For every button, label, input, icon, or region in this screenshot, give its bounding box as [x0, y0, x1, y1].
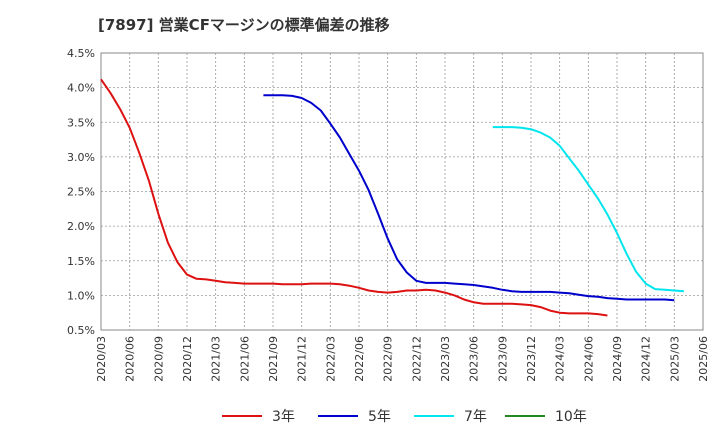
legend-swatch [414, 415, 454, 417]
x-tick-label: 2024/03 [554, 336, 567, 382]
x-tick-label: 2025/06 [697, 336, 710, 382]
x-tick-label: 2021/09 [267, 336, 280, 382]
legend-label: 7年 [464, 409, 487, 425]
x-tick-label: 2023/09 [496, 336, 509, 382]
x-tick-label: 2022/06 [353, 336, 366, 382]
y-tick-label: 4.0% [67, 82, 95, 95]
legend-swatch [505, 415, 545, 417]
legend-item: 10年 [505, 404, 587, 428]
legend-label: 5年 [368, 409, 391, 425]
legend-item: 5年 [318, 404, 391, 428]
x-tick-label: 2021/03 [210, 336, 223, 382]
x-tick-label: 2020/06 [124, 336, 137, 382]
x-tick-label: 2024/06 [582, 336, 595, 382]
legend-label: 3年 [272, 409, 295, 425]
series-line-7年 [492, 126, 684, 293]
x-tick-label: 2022/09 [382, 336, 395, 382]
legend-item: 7年 [414, 404, 487, 428]
legend-swatch [318, 415, 358, 417]
series-line-5年 [263, 94, 675, 302]
legend: 3年 5年 7年 10年 [0, 404, 720, 428]
x-tick-label: 2021/12 [296, 336, 309, 382]
y-tick-label: 2.0% [67, 220, 95, 233]
y-tick-label: 1.0% [67, 289, 95, 302]
x-tick-label: 2025/03 [668, 336, 681, 382]
chart-title: [7897] 営業CFマージンの標準偏差の推移 [98, 16, 390, 34]
legend-label: 10年 [555, 409, 587, 425]
legend-swatch [222, 415, 262, 417]
x-tick-label: 2021/06 [238, 336, 251, 382]
y-tick-label: 3.0% [67, 151, 95, 164]
y-tick-label: 1.5% [67, 255, 95, 268]
x-tick-label: 2020/03 [95, 336, 108, 382]
x-tick-label: 2022/12 [410, 336, 423, 382]
y-tick-label: 4.5% [67, 47, 95, 60]
y-tick-label: 2.5% [67, 186, 95, 199]
series-line-3年 [100, 78, 608, 317]
x-tick-label: 2020/09 [152, 336, 165, 382]
x-tick-label: 2023/06 [468, 336, 481, 382]
legend-item: 3年 [222, 404, 295, 428]
y-tick-label: 3.5% [67, 116, 95, 129]
x-tick-label: 2022/03 [324, 336, 337, 382]
x-tick-label: 2020/12 [181, 336, 194, 382]
y-tick-label: 0.5% [67, 324, 95, 337]
x-tick-label: 2024/12 [640, 336, 653, 382]
x-tick-label: 2024/09 [611, 336, 624, 382]
x-tick-label: 2023/03 [439, 336, 452, 382]
x-tick-label: 2023/12 [525, 336, 538, 382]
